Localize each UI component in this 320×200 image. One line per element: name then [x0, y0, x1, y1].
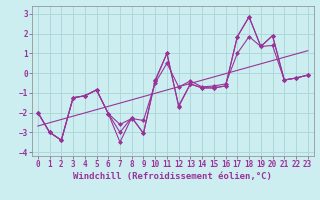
X-axis label: Windchill (Refroidissement éolien,°C): Windchill (Refroidissement éolien,°C): [73, 172, 272, 181]
